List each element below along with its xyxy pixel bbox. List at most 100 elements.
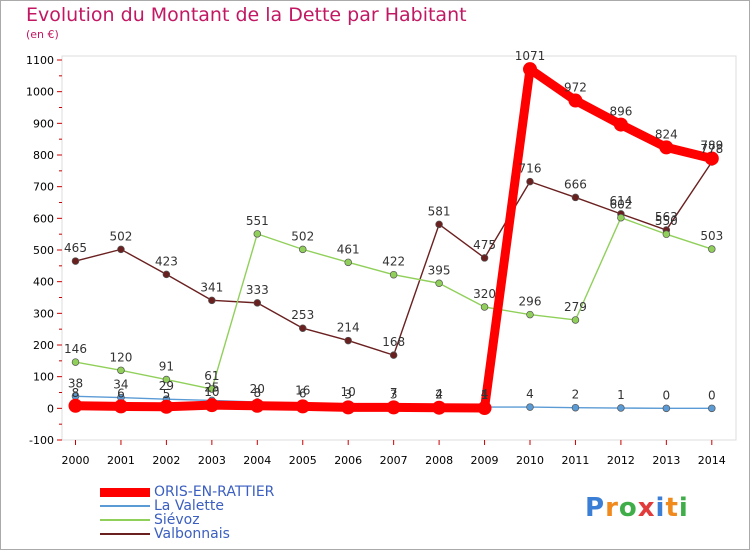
- data-label: 581: [428, 204, 451, 218]
- data-label: 475: [473, 238, 496, 252]
- data-label: 503: [700, 229, 723, 243]
- data-point: [480, 303, 489, 311]
- data-point: [299, 324, 307, 332]
- legend-swatch: [100, 519, 150, 521]
- logo-letter: o: [618, 493, 638, 523]
- data-point: [571, 316, 580, 324]
- data-label: 563: [655, 210, 678, 224]
- data-point: [477, 401, 492, 416]
- data-label: 253: [291, 308, 314, 322]
- data-point: [704, 151, 719, 166]
- data-label: 296: [519, 295, 542, 309]
- data-point: [617, 404, 625, 412]
- data-point: [568, 93, 583, 108]
- data-label: 789: [700, 138, 723, 152]
- data-label: 38: [68, 376, 83, 390]
- x-tick-label: 2012: [607, 454, 635, 467]
- data-label: 29: [159, 379, 174, 393]
- data-label: 2: [572, 388, 580, 402]
- logo-letter: i: [655, 493, 666, 523]
- data-label: 214: [337, 321, 360, 335]
- legend-label: Valbonnais: [154, 526, 230, 542]
- data-label: 61: [204, 369, 219, 383]
- data-label: 461: [337, 242, 360, 256]
- legend-label: La Valette: [154, 498, 224, 514]
- data-point: [113, 399, 128, 414]
- data-point: [662, 230, 671, 238]
- data-point: [389, 351, 398, 359]
- data-label: 602: [609, 198, 632, 212]
- x-tick-label: 2002: [152, 454, 180, 467]
- x-tick-label: 2003: [198, 454, 226, 467]
- data-label: 0: [708, 388, 716, 402]
- legend-item: Valbonnais: [100, 526, 274, 542]
- data-label: 16: [295, 383, 310, 397]
- chart-unit: (en €): [26, 28, 59, 41]
- logo-letter: i: [678, 493, 689, 523]
- data-label: 6: [299, 386, 307, 400]
- data-label: 168: [382, 335, 405, 349]
- data-point: [208, 385, 216, 393]
- data-point: [571, 403, 580, 412]
- data-point: [571, 193, 580, 202]
- data-label: 1071: [515, 49, 546, 63]
- data-label: 824: [655, 127, 678, 141]
- data-point: [117, 245, 125, 254]
- y-tick-label: 1000: [26, 86, 54, 99]
- x-tick-label: 2005: [289, 454, 317, 467]
- data-label: 896: [609, 105, 632, 119]
- x-tick-label: 2001: [107, 454, 135, 467]
- data-point: [386, 400, 401, 415]
- data-label: 3: [344, 387, 352, 401]
- data-label: 423: [155, 254, 178, 268]
- data-label: 34: [113, 378, 128, 392]
- data-label: 395: [428, 263, 451, 277]
- data-label: 716: [519, 162, 542, 176]
- data-label: 7: [390, 386, 398, 400]
- legend: ORIS-EN-RATTIER La Valette Siévoz Valbonnai…: [100, 484, 274, 542]
- data-label: 666: [564, 177, 587, 191]
- data-label: 279: [564, 300, 587, 314]
- legend-item: ORIS-EN-RATTIER: [100, 484, 274, 500]
- x-tick-label: 2009: [471, 454, 499, 467]
- data-point: [708, 245, 716, 253]
- y-tick-label: 100: [33, 371, 54, 384]
- data-label: 4: [526, 387, 534, 401]
- data-label: 502: [291, 229, 314, 243]
- data-point: [117, 366, 125, 375]
- data-label: 502: [109, 229, 132, 243]
- data-label: 1: [617, 388, 625, 402]
- logo-letter: r: [605, 493, 619, 523]
- data-label: 0: [663, 388, 671, 402]
- data-point: [659, 140, 674, 155]
- data-label: 25: [204, 380, 219, 394]
- data-point: [435, 220, 443, 229]
- y-tick-label: 1100: [26, 54, 54, 67]
- y-tick-label: 600: [33, 212, 54, 225]
- x-tick-label: 2013: [652, 454, 680, 467]
- y-tick-label: 0: [47, 402, 54, 415]
- y-tick-label: 200: [33, 339, 54, 352]
- data-point: [253, 299, 262, 307]
- data-label: 8: [72, 386, 80, 400]
- data-point: [159, 399, 174, 414]
- data-point: [708, 404, 716, 413]
- logo-letter: x: [637, 493, 656, 523]
- data-point: [344, 258, 352, 267]
- legend-swatch: [100, 533, 150, 535]
- data-label: 2: [435, 388, 443, 402]
- x-tick-label: 2006: [334, 454, 362, 467]
- x-tick-label: 2014: [698, 454, 726, 467]
- data-label: 6: [117, 386, 125, 400]
- data-point: [71, 257, 80, 265]
- y-tick-label: 500: [33, 244, 54, 257]
- data-label: 320: [473, 287, 496, 301]
- data-label: 146: [64, 342, 87, 356]
- x-tick-label: 2007: [380, 454, 408, 467]
- y-tick-label: -100: [29, 434, 54, 447]
- data-point: [617, 213, 625, 222]
- data-point: [295, 399, 310, 414]
- data-label: 8: [253, 386, 261, 400]
- data-point: [662, 404, 671, 413]
